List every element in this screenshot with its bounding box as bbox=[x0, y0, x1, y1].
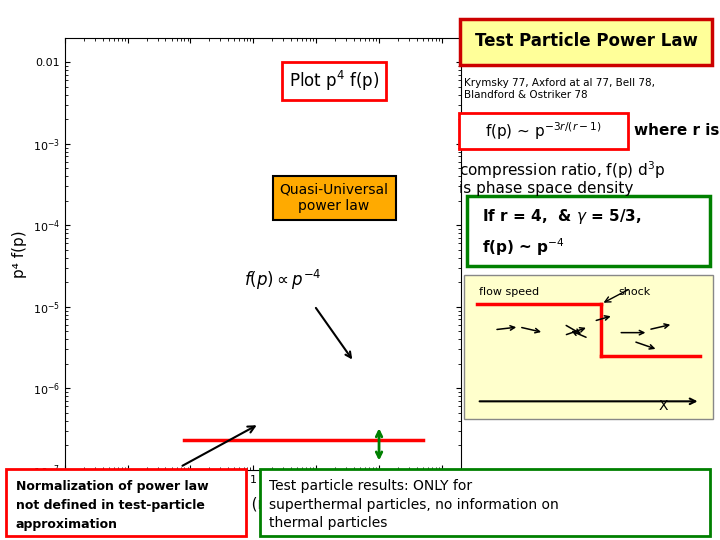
Text: Quasi-Universal
power law: Quasi-Universal power law bbox=[279, 183, 389, 213]
Text: superthermal particles, no information on: superthermal particles, no information o… bbox=[269, 498, 559, 512]
Text: f(p) ~ p$^{-3r/(r-1)}$: f(p) ~ p$^{-3r/(r-1)}$ bbox=[485, 120, 602, 142]
FancyBboxPatch shape bbox=[6, 469, 246, 536]
Y-axis label: p⁴ f(p): p⁴ f(p) bbox=[12, 230, 27, 278]
Text: compression ratio, f(p) d$^3$p: compression ratio, f(p) d$^3$p bbox=[459, 159, 666, 181]
Text: Krymsky 77, Axford at al 77, Bell 78,
Blandford & Ostriker 78: Krymsky 77, Axford at al 77, Bell 78, Bl… bbox=[464, 78, 655, 100]
Text: thermal particles: thermal particles bbox=[269, 516, 388, 530]
Text: is phase space density: is phase space density bbox=[459, 181, 634, 196]
FancyBboxPatch shape bbox=[460, 19, 712, 65]
FancyBboxPatch shape bbox=[260, 469, 711, 536]
FancyBboxPatch shape bbox=[467, 196, 711, 266]
Text: Test Particle Power Law: Test Particle Power Law bbox=[474, 32, 698, 50]
Text: Normalization of power law: Normalization of power law bbox=[16, 480, 209, 493]
Text: flow speed: flow speed bbox=[480, 287, 539, 297]
Text: approximation: approximation bbox=[16, 518, 118, 531]
Text: $f(p) \propto p^{-4}$: $f(p) \propto p^{-4}$ bbox=[244, 268, 321, 292]
Text: If r = 4,  & $\gamma$ = 5/3,: If r = 4, & $\gamma$ = 5/3, bbox=[482, 207, 642, 226]
Text: f(p) ~ p$^{-4}$: f(p) ~ p$^{-4}$ bbox=[482, 236, 564, 258]
Text: not defined in test-particle: not defined in test-particle bbox=[16, 499, 204, 512]
Text: Plot p$^4$ f(p): Plot p$^4$ f(p) bbox=[289, 69, 379, 93]
Text: Test particle results: ONLY for: Test particle results: ONLY for bbox=[269, 479, 472, 493]
X-axis label: p / (mₚ c): p / (mₚ c) bbox=[228, 497, 298, 512]
FancyBboxPatch shape bbox=[464, 275, 713, 418]
FancyBboxPatch shape bbox=[459, 113, 629, 149]
Text: shock: shock bbox=[618, 287, 651, 297]
Text: where r is: where r is bbox=[634, 123, 719, 138]
Text: X: X bbox=[658, 399, 668, 413]
